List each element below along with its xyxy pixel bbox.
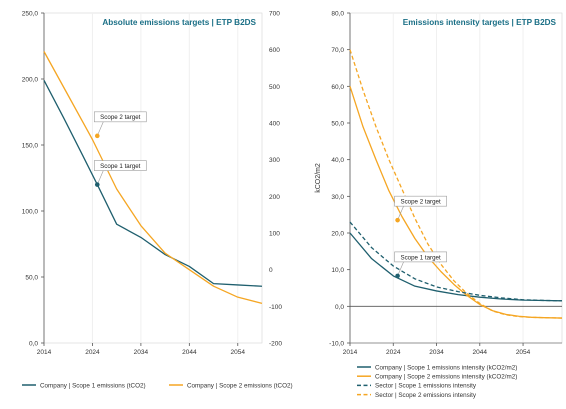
legend-label: Company | Scope 2 emissions (tCO2) [187,382,293,389]
y-tick-label: 80,0 [331,11,344,18]
y-tick-label: 100,0 [22,209,39,216]
y2-tick-label: 600 [269,47,280,54]
legend: Company | Scope 1 emissions intensity (k… [357,364,517,399]
y-tick-label: 60,0 [331,84,344,91]
annotation-label: Scope 1 target [100,163,141,170]
x-tick-label: 2034 [134,349,149,356]
y2-tick-label: 300 [269,157,280,164]
plot-area [349,12,563,344]
y-tick-label: 50,0 [331,121,344,128]
y-tick-label: 250,0 [22,11,39,18]
annotation-leader [397,206,404,221]
y-tick-label: 40,0 [331,157,344,164]
annotation-label: Scope 1 target [400,254,441,261]
legend-label: Company | Scope 1 emissions intensity (k… [375,364,517,371]
y2-tick-label: 200 [269,194,280,201]
y2-tick-label: 0 [269,267,273,274]
x-tick-label: 2024 [85,349,100,356]
target-marker [94,133,100,139]
y-tick-label: 70,0 [331,47,344,54]
x-tick-label: 2044 [473,349,488,356]
y2-tick-label: 500 [269,84,280,91]
y2-tick-label: 100 [269,231,280,238]
annotation-label: Scope 2 target [400,199,441,206]
x-tick-label: 2054 [516,349,531,356]
annotation-box [394,195,447,207]
annotation-box [394,251,447,263]
annotation-box [93,111,147,123]
x-tick-label: 2044 [182,349,197,356]
series-line-1 [43,80,263,287]
x-tick-label: 2054 [231,349,246,356]
plot-area [43,12,263,344]
target-marker [395,273,400,279]
chart-title: Emissions intensity targets | ETP B2DS [403,18,557,27]
x-tick-label: 2014 [37,349,52,356]
x-tick-label: 2034 [429,349,444,356]
y-tick-label: 50,0 [25,275,38,282]
target-marker [395,217,400,223]
y-tick-label: 0,0 [335,304,344,311]
y2-tick-label: -100 [269,304,282,311]
series-line-3 [349,221,563,302]
annotation-leader [97,170,104,185]
legend-label: Company | Scope 2 emissions intensity (k… [375,374,517,381]
legend-label: Company | Scope 1 emissions (tCO2) [40,382,146,389]
annotation-leader [97,121,104,136]
y2-tick-label: -200 [269,341,282,348]
y-tick-label: 0,0 [29,341,38,348]
y-tick-label: 30,0 [331,194,344,201]
y-tick-label: 150,0 [22,143,39,150]
annotation-label: Scope 2 target [100,114,141,121]
x-tick-label: 2014 [343,349,358,356]
chart-title: Absolute emissions targets | ETP B2DS [102,18,256,27]
y2-tick-label: 700 [269,11,280,18]
y-tick-label: -10,0 [329,341,344,348]
annotation-leader [397,261,404,277]
y-axis-title: kCO2/m2 [315,163,322,193]
annotation-box [93,160,147,171]
y-tick-label: 200,0 [22,77,39,84]
legend-label: Sector | Scope 1 emissions intensity [375,383,477,390]
legend: Company | Scope 1 emissions (tCO2) Compan… [22,382,293,389]
chart-1: 0,0 50,0 100,0 150,0 200,0 250,0 -200 -100 0 100 2… [22,11,283,357]
series-line-2 [43,51,263,305]
y2-tick-label: 400 [269,121,280,128]
x-tick-label: 2024 [386,349,401,356]
y-tick-label: 20,0 [331,231,344,238]
y-tick-label: 10,0 [331,267,344,274]
legend-label: Sector | Scope 2 emissions intensity [375,392,477,399]
target-marker [94,182,100,187]
series-line-4 [349,49,563,319]
chart-2: -10,0 0,0 10,0 20,0 30,0 40,0 50,0 60,0 70,0 80,0… [315,11,563,356]
